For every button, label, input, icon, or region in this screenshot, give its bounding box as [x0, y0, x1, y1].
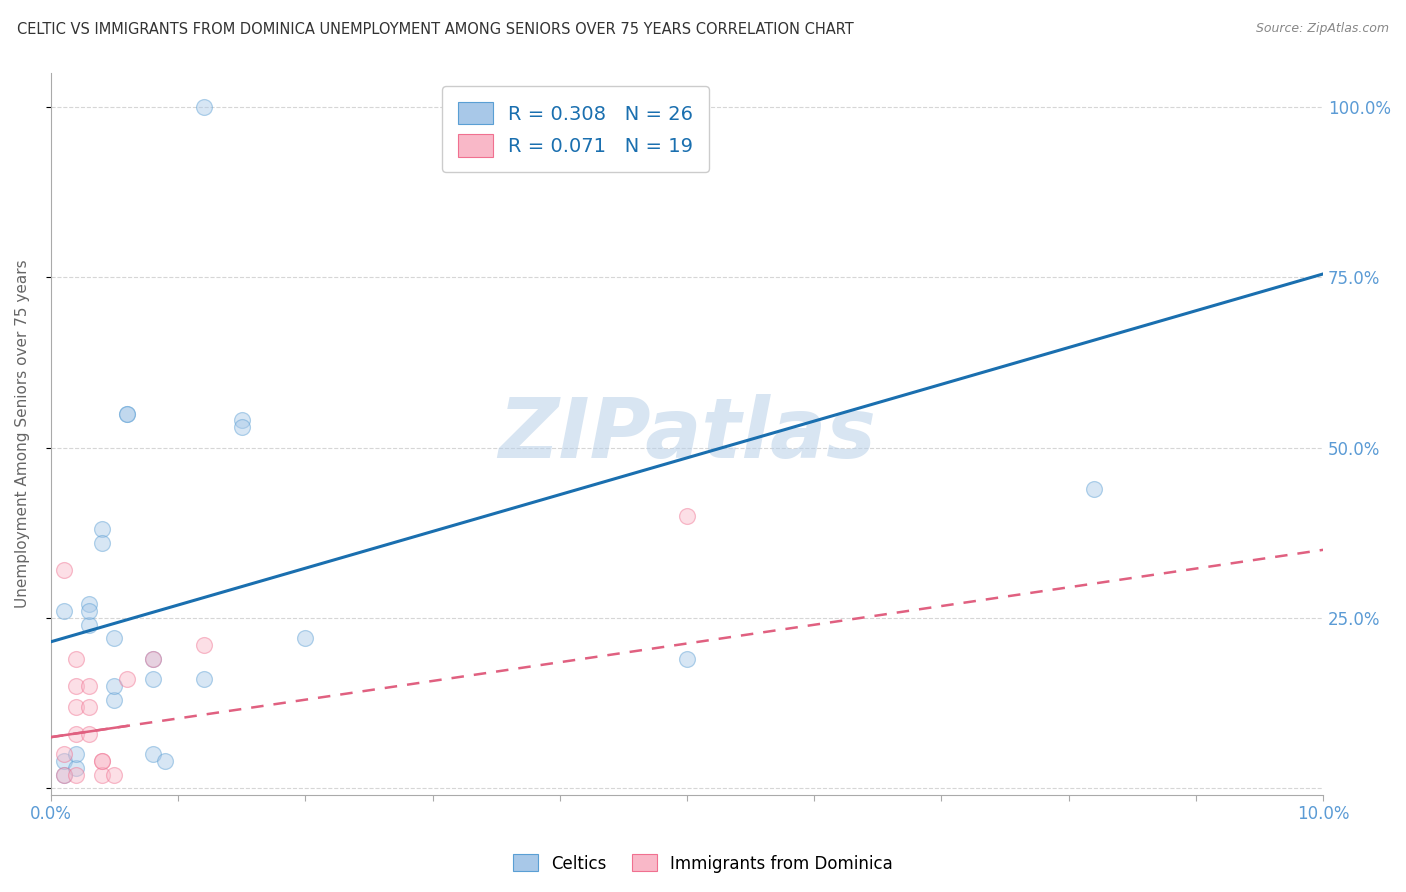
Point: [193, 100, 215, 114]
Y-axis label: Unemployment Among Seniors over 75 years: Unemployment Among Seniors over 75 years: [15, 260, 30, 608]
Point: [65, 652, 87, 666]
Point: [52, 563, 75, 577]
Point: [52, 767, 75, 781]
Point: [90, 754, 112, 768]
Point: [65, 767, 87, 781]
Point: [65, 747, 87, 762]
Point: [155, 754, 177, 768]
Point: [231, 420, 253, 434]
Point: [193, 672, 215, 686]
Point: [193, 638, 215, 652]
Point: [77, 597, 100, 611]
Text: CELTIC VS IMMIGRANTS FROM DOMINICA UNEMPLOYMENT AMONG SENIORS OVER 75 YEARS CORR: CELTIC VS IMMIGRANTS FROM DOMINICA UNEMP…: [17, 22, 853, 37]
Point: [90, 754, 112, 768]
Legend: Celtics, Immigrants from Dominica: Celtics, Immigrants from Dominica: [506, 847, 900, 880]
Point: [142, 652, 165, 666]
Point: [77, 679, 100, 693]
Point: [231, 413, 253, 427]
Point: [142, 747, 165, 762]
Point: [294, 632, 316, 646]
Point: [65, 727, 87, 741]
Point: [676, 508, 699, 523]
Point: [77, 699, 100, 714]
Point: [115, 672, 138, 686]
Point: [52, 767, 75, 781]
Point: [90, 767, 112, 781]
Point: [1083, 482, 1105, 496]
Point: [90, 536, 112, 550]
Point: [103, 767, 125, 781]
Point: [142, 672, 165, 686]
Point: [77, 617, 100, 632]
Point: [142, 652, 165, 666]
Point: [90, 522, 112, 536]
Point: [77, 604, 100, 618]
Point: [103, 679, 125, 693]
Point: [52, 754, 75, 768]
Point: [65, 679, 87, 693]
Point: [115, 407, 138, 421]
Point: [103, 692, 125, 706]
Point: [52, 604, 75, 618]
Point: [103, 632, 125, 646]
Point: [115, 407, 138, 421]
Point: [52, 747, 75, 762]
Point: [65, 761, 87, 775]
Text: ZIPatlas: ZIPatlas: [498, 393, 876, 475]
Point: [676, 652, 699, 666]
Point: [77, 727, 100, 741]
Text: Source: ZipAtlas.com: Source: ZipAtlas.com: [1256, 22, 1389, 36]
Point: [65, 699, 87, 714]
Legend: R = 0.308   N = 26, R = 0.071   N = 19: R = 0.308 N = 26, R = 0.071 N = 19: [443, 87, 709, 172]
